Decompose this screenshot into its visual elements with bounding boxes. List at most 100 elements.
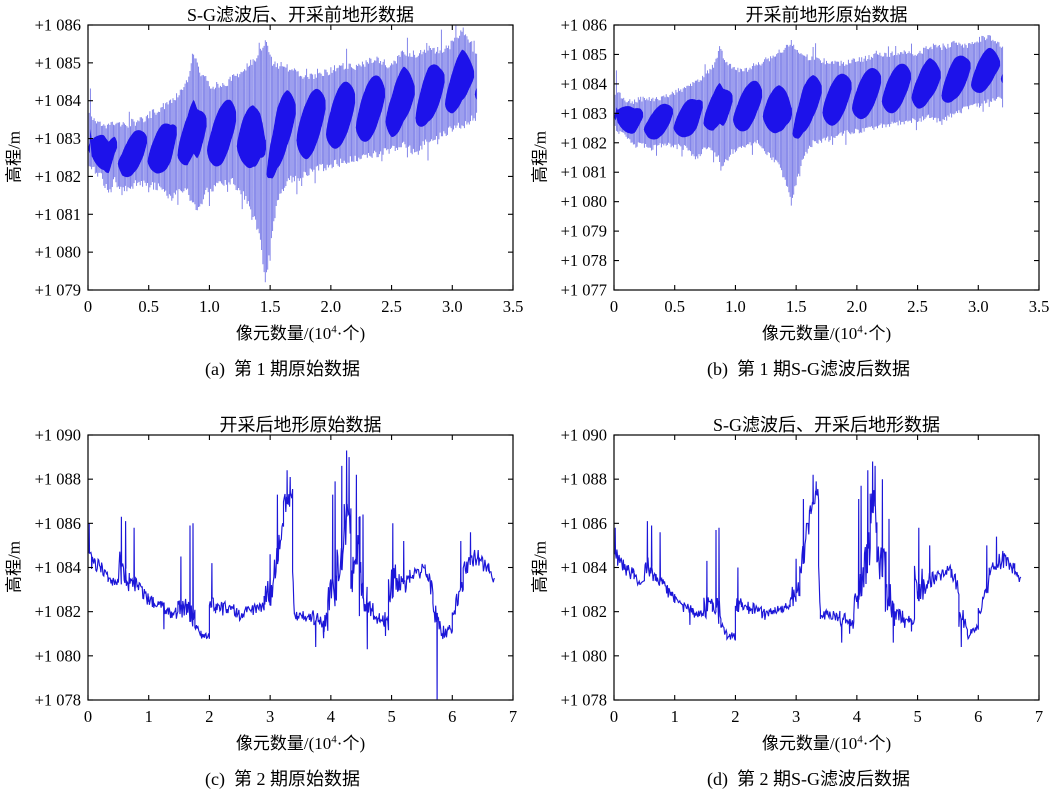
series-group [88,450,496,700]
signal-core-band [614,47,1003,140]
y-tick-label: +1 088 [561,470,607,489]
xlabel-unit: ·个) [336,324,366,343]
axis-ticks [87,24,514,291]
x-tick-label: 1.5 [260,297,281,316]
chart-a-title: S-G滤波后、开采前地形数据 [186,5,414,25]
y-tick-label: +1 086 [561,514,607,533]
y-tick-label: +1 090 [35,426,81,445]
chart-d-plot-canvas: 0 1 2 3 4 5 6 7 +1 090 +1 088 +1 086 +1 084 +1 082 +1… [561,426,1044,727]
y-tick-label: +1 086 [35,514,81,533]
plot-frame [613,24,1040,291]
chart-cell-b: 开采前地形原始数据 高程/m 0 0.5 1.0 1.5 2.0 2.5 3.0 3.5 +1 … [526,0,1051,390]
caption-label: (a) [205,359,225,379]
y-tick-label: +1 085 [35,53,81,72]
x-tick-label: 4 [853,707,861,726]
chart-b-plot-canvas: 0 0.5 1.0 1.5 2.0 2.5 3.0 3.5 +1 086 +1 085 +1 084… [561,16,1050,317]
y-tick-label: +1 090 [561,426,607,445]
x-tick-label: 1 [671,707,679,726]
y-tick-label: +1 080 [35,646,81,665]
y-tick-label: +1 082 [35,167,81,186]
xlabel-base: 像元数量/(10 [235,734,332,753]
chart-a-x-axis-label: 像元数量/(104·个) [88,319,513,344]
axis-ticks [613,434,1040,701]
series-group [88,25,478,283]
series-group [614,461,1022,648]
y-tick-label: +1 084 [561,74,607,93]
chart-a-caption: (a) 第 1 期原始数据 [70,355,495,381]
x-tick-label: 1 [145,707,153,726]
caption-label: (b) [706,359,728,379]
y-tick-label: +1 085 [561,45,607,64]
xlabel-base: 像元数量/(10 [235,324,332,343]
y-tick-label: +1 086 [561,16,607,35]
x-tick-label: 6 [974,707,982,726]
x-tick-label: 1.0 [199,297,220,316]
xlabel-unit: ·个) [336,734,366,753]
chart-cell-c: 开采后地形原始数据 高程/m 0 1 2 3 4 5 6 7 +1 090 +1 088 +1 08… [0,410,525,800]
caption-text: 第 1 期原始数据 [233,359,360,379]
x-tick-label: 3 [792,707,800,726]
xlabel-unit: ·个) [862,324,892,343]
xlabel-exponent: 4 [857,323,863,336]
y-tick-label: +1 083 [35,129,81,148]
y-tick-label: +1 084 [35,91,81,110]
x-tick-label: 0 [610,707,618,726]
y-tick-label: +1 086 [35,16,81,35]
chart-cell-d: S-G滤波后、开采后地形数据 高程/m 0 1 2 3 4 5 6 7 +1 090 +1 088… [526,410,1051,800]
series-group [614,35,1004,206]
x-tick-label: 0 [610,297,618,316]
y-tick-label: +1 077 [561,281,607,300]
chart-c-caption: (c) 第 2 期原始数据 [70,765,495,791]
x-tick-label: 2.5 [381,297,402,316]
x-tick-label: 3 [266,707,274,726]
y-tick-label: +1 078 [35,691,81,710]
plot-frame [87,434,514,701]
axis-ticks [613,24,1040,291]
xlabel-base: 像元数量/(10 [761,324,858,343]
x-tick-label: 1.0 [725,297,746,316]
xlabel-exponent: 4 [331,733,337,746]
xlabel-exponent: 4 [857,733,863,746]
y-tick-label: +1 082 [561,602,607,621]
x-tick-label: 7 [509,707,517,726]
y-tick-label: +1 079 [561,222,607,241]
chart-d-title: S-G滤波后、开采后地形数据 [712,415,940,435]
caption-text: 第 2 期原始数据 [233,769,360,789]
y-tick-label: +1 078 [561,251,607,270]
chart-c-x-axis-label: 像元数量/(104·个) [88,729,513,754]
xlabel-base: 像元数量/(10 [761,734,858,753]
signal-line [88,450,496,700]
x-tick-label: 0.5 [138,297,159,316]
y-tick-label: +1 081 [35,205,81,224]
chart-c-title: 开采后地形原始数据 [219,415,382,435]
chart-d-caption: (d) 第 2 期S-G滤波后数据 [596,765,1021,791]
plot-frame [87,24,514,291]
x-tick-label: 0 [84,707,92,726]
y-tick-label: +1 084 [561,558,607,577]
chart-a-plot-canvas: 0 0.5 1.0 1.5 2.0 2.5 3.0 3.5 +1 086 +1 085 +1 084… [35,16,524,317]
x-tick-label: 3.5 [503,297,524,316]
chart-b-caption: (b) 第 1 期S-G滤波后数据 [596,355,1021,381]
y-tick-label: +1 080 [561,192,607,211]
chart-c-plot-canvas: 0 1 2 3 4 5 6 7 +1 090 +1 088 +1 086 +1 084 +1 082 +1… [35,426,518,727]
caption-label: (c) [205,769,225,789]
y-tick-label: +1 084 [35,558,81,577]
x-tick-label: 0.5 [664,297,685,316]
x-tick-label: 2.0 [321,297,342,316]
y-tick-label: +1 081 [561,163,607,182]
axis-ticks [87,434,514,701]
chart-b-title: 开采前地形原始数据 [745,5,908,25]
xlabel-exponent: 4 [331,323,337,336]
y-tick-label: +1 088 [35,470,81,489]
x-tick-label: 5 [387,707,395,726]
x-tick-label: 6 [448,707,456,726]
x-tick-label: 2 [731,707,739,726]
y-tick-label: +1 078 [561,691,607,710]
x-tick-label: 2.5 [907,297,928,316]
y-tick-label: +1 083 [561,104,607,123]
xlabel-unit: ·个) [862,734,892,753]
y-tick-label: +1 080 [35,243,81,262]
x-tick-label: 3.0 [442,297,463,316]
x-tick-label: 4 [327,707,335,726]
